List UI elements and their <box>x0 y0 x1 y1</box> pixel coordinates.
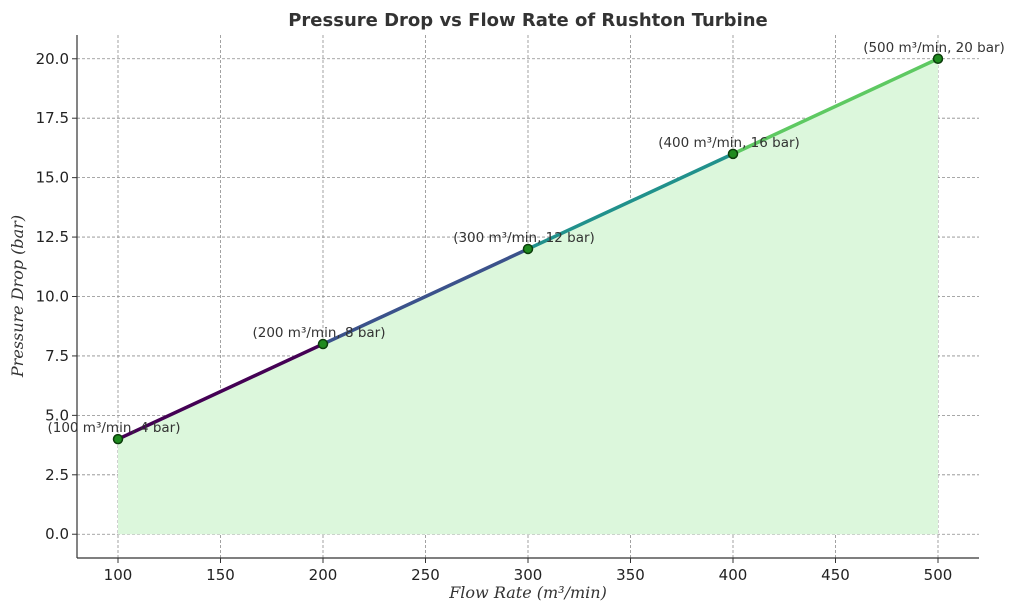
x-tick-label: 450 <box>821 566 850 584</box>
data-point <box>317 338 329 350</box>
x-tick-label: 500 <box>924 566 953 584</box>
data-label: (500 m³/min, 20 bar) <box>863 40 1005 56</box>
data-point <box>932 53 944 65</box>
data-label: (200 m³/min, 8 bar) <box>252 325 385 341</box>
area-fill-layer <box>118 58 938 535</box>
y-tick-label: 2.5 <box>45 466 69 484</box>
x-tick-label: 200 <box>309 566 338 584</box>
x-axis-label: Flow Rate (m³/min) <box>448 583 607 602</box>
tick-labels: 100 150 200 250 300 350 400 450 500 0.0 2.5 5.0 7.5 1… <box>36 50 953 584</box>
y-tick-label: 17.5 <box>36 109 69 127</box>
series-line-segment <box>116 342 325 441</box>
series-line-layer <box>116 57 940 441</box>
y-tick-label: 0.0 <box>45 525 69 543</box>
chart-title: Pressure Drop vs Flow Rate of Rushton Tu… <box>288 10 768 31</box>
y-tick-label: 10.0 <box>36 288 69 306</box>
data-point <box>522 243 534 255</box>
data-label: (100 m³/min, 4 bar) <box>47 420 180 436</box>
series-line-segment <box>321 247 530 346</box>
data-point <box>727 148 739 160</box>
data-label: (400 m³/min, 16 bar) <box>658 135 800 151</box>
data-point <box>112 433 124 445</box>
x-tick-label: 350 <box>616 566 645 584</box>
x-tick-label: 300 <box>514 566 543 584</box>
data-markers <box>112 53 944 445</box>
area-fill <box>118 58 938 535</box>
y-tick-label: 20.0 <box>36 50 69 68</box>
series-line-segment <box>731 57 940 156</box>
y-tick-label: 5.0 <box>45 406 69 424</box>
y-axis-label: Pressure Drop (bar) <box>8 215 27 378</box>
data-annotations: (100 m³/min, 4 bar) (200 m³/min, 8 bar) (3… <box>47 40 1004 436</box>
x-tick-label: 100 <box>104 566 133 584</box>
x-tick-label: 400 <box>719 566 748 584</box>
x-tick-label: 150 <box>206 566 235 584</box>
y-tick-label: 7.5 <box>45 347 69 365</box>
series-line-segment <box>526 152 735 251</box>
data-label: (300 m³/min, 12 bar) <box>453 230 595 246</box>
x-tick-label: 250 <box>411 566 440 584</box>
y-tick-label: 15.0 <box>36 169 69 187</box>
y-tick-label: 12.5 <box>36 228 69 246</box>
